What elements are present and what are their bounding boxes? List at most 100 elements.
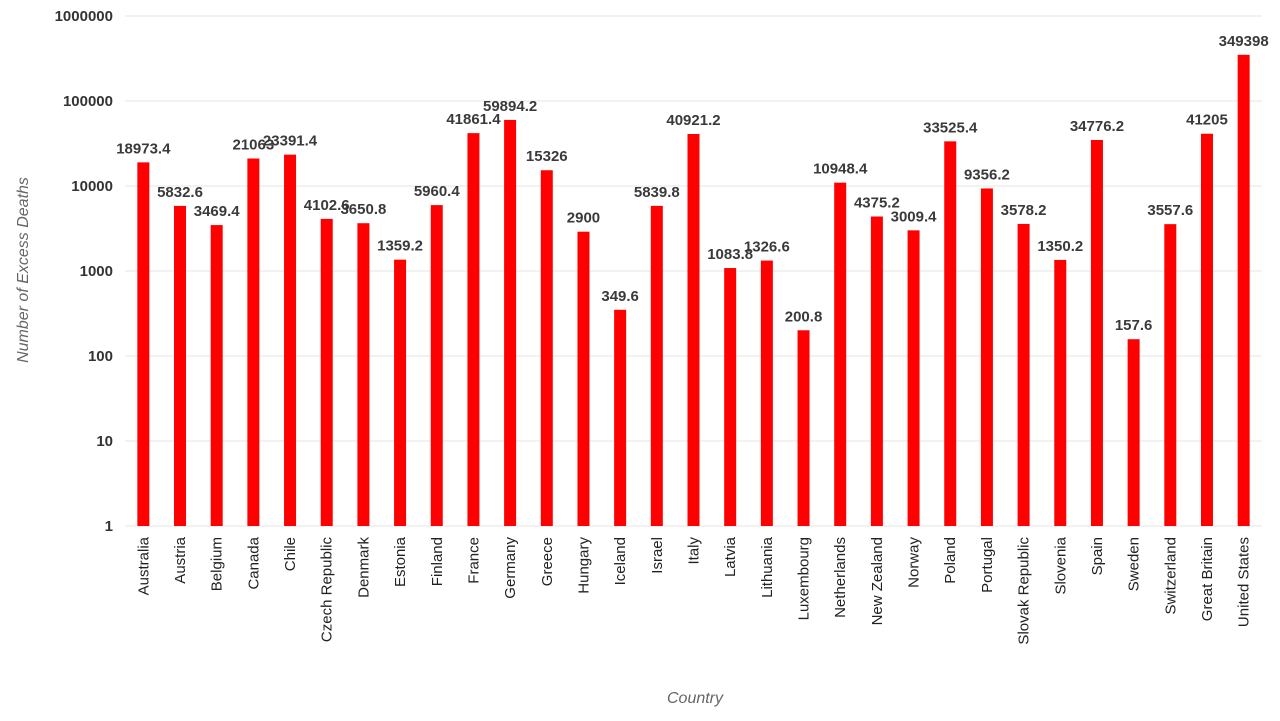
x-tick-label: Netherlands <box>832 537 849 618</box>
x-tick-label: Poland <box>942 537 959 584</box>
y-axis-tick-labels: 1 10 100 1000 10000 100000 1000000 <box>55 8 113 535</box>
x-tick-label: Slovak Republic <box>1016 537 1033 645</box>
y-tick-label: 1000000 <box>55 8 113 25</box>
data-label: 1326.6 <box>744 239 790 256</box>
x-tick-label: Portugal <box>979 537 996 593</box>
data-label: 4102.6 <box>304 197 350 214</box>
x-tick-label: Norway <box>906 537 923 588</box>
bar <box>724 268 737 526</box>
bar <box>504 119 517 526</box>
x-tick-label: Switzerland <box>1162 537 1179 615</box>
data-label: 3557.6 <box>1147 202 1193 219</box>
bar <box>1090 139 1103 526</box>
data-label: 59894.2 <box>483 98 537 115</box>
x-tick-label: United States <box>1236 537 1253 627</box>
data-label: 9356.2 <box>964 166 1010 183</box>
y-axis-title: Number of Excess Deaths <box>15 177 32 363</box>
bar <box>907 230 920 526</box>
data-label: 18973.4 <box>116 140 171 157</box>
y-tick-label: 10 <box>96 433 113 450</box>
data-label: 157.6 <box>1115 317 1153 334</box>
x-tick-label: Iceland <box>612 537 629 585</box>
bar <box>540 170 553 526</box>
bar <box>944 141 957 527</box>
data-label: 2900 <box>567 210 600 227</box>
bar <box>247 158 260 526</box>
bar <box>650 205 663 526</box>
data-label: 34776.2 <box>1070 118 1124 135</box>
x-tick-label: France <box>465 537 482 584</box>
y-tick-label: 100 <box>88 348 113 365</box>
bar <box>467 133 480 527</box>
x-tick-label: Austria <box>172 536 189 583</box>
data-label: 10948.4 <box>813 161 868 178</box>
bar <box>1237 54 1250 527</box>
bar <box>577 231 590 526</box>
x-tick-label: Denmark <box>355 537 372 598</box>
bar <box>834 182 847 526</box>
bar <box>174 205 187 526</box>
x-axis-title: Country <box>667 690 724 707</box>
data-label: 1359.2 <box>377 238 423 255</box>
data-label: 15326 <box>526 148 568 165</box>
bar <box>687 133 700 527</box>
x-tick-label: Spain <box>1089 537 1106 575</box>
bar <box>430 205 443 526</box>
bar <box>980 188 993 526</box>
bar <box>1017 223 1030 526</box>
bar <box>870 216 883 526</box>
x-tick-label: Belgium <box>209 537 226 591</box>
data-label: 33525.4 <box>923 119 978 136</box>
data-label: 41861.4 <box>446 111 501 128</box>
bar <box>1127 339 1140 526</box>
x-tick-label: Slovenia <box>1052 536 1069 594</box>
x-tick-label: Italy <box>686 537 703 565</box>
x-tick-label: Australia <box>135 536 152 595</box>
bar <box>210 225 223 527</box>
data-label: 200.8 <box>785 308 823 325</box>
x-tick-label: Finland <box>429 537 446 586</box>
x-tick-label: Germany <box>502 537 519 599</box>
x-tick-label: New Zealand <box>869 537 886 625</box>
data-label: 41205 <box>1186 112 1228 129</box>
data-label: 21063 <box>233 137 275 154</box>
bar <box>320 218 333 527</box>
bar <box>797 330 810 526</box>
bars <box>137 54 1250 527</box>
bar <box>357 223 370 526</box>
bar <box>394 259 407 526</box>
y-tick-label: 10000 <box>71 178 113 195</box>
y-tick-label: 100000 <box>63 93 113 110</box>
data-label: 1350.2 <box>1037 238 1083 255</box>
x-tick-label: Israel <box>649 537 666 574</box>
data-label: 5960.4 <box>414 183 461 200</box>
data-label: 5832.6 <box>157 184 203 201</box>
y-tick-label: 1000 <box>80 263 113 280</box>
data-label: 3469.4 <box>194 203 241 220</box>
y-tick-label: 1 <box>105 518 113 535</box>
bar <box>284 154 297 526</box>
data-label: 23391.4 <box>263 133 318 150</box>
x-tick-label: Greece <box>539 537 556 586</box>
bar <box>760 260 773 526</box>
bar <box>1054 259 1067 526</box>
x-tick-label: Estonia <box>392 536 409 587</box>
x-tick-label: Sweden <box>1126 537 1143 591</box>
data-label: 5839.8 <box>634 184 680 201</box>
data-label: 3650.8 <box>340 201 386 218</box>
bar <box>614 309 627 526</box>
x-tick-label: Great Britain <box>1199 537 1216 621</box>
data-label: 40921.2 <box>666 112 720 129</box>
x-tick-label: Hungary <box>575 537 592 594</box>
bar <box>137 162 150 526</box>
data-label: 4375.2 <box>854 195 900 212</box>
data-label: 1083.8 <box>707 246 753 263</box>
bar <box>1164 224 1177 526</box>
data-label: 3578.2 <box>1001 202 1047 219</box>
x-tick-label: Canada <box>245 536 262 589</box>
data-label: 349398 <box>1219 33 1269 50</box>
x-tick-label: Czech Republic <box>319 537 336 643</box>
